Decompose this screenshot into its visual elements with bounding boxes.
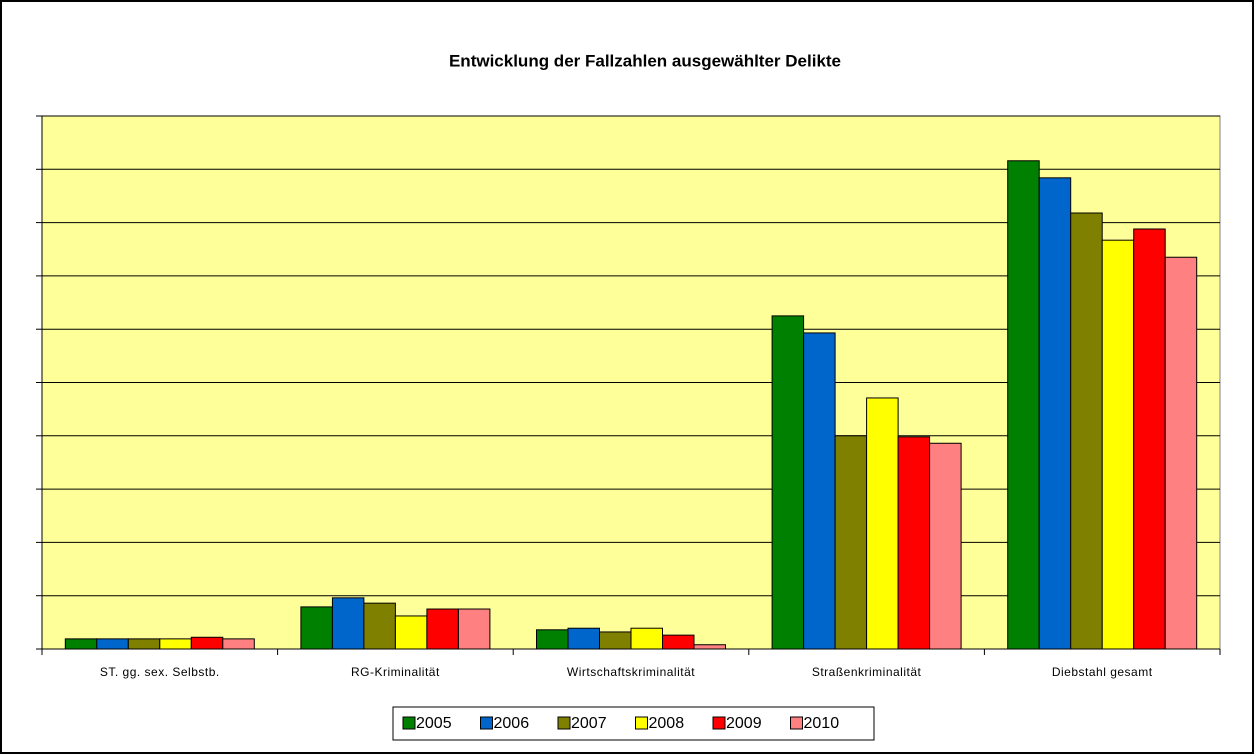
legend-swatch [712, 716, 726, 730]
bar [190, 636, 224, 650]
bar [1038, 177, 1072, 650]
legend-swatch [790, 716, 803, 730]
bar [630, 627, 663, 650]
bar [897, 436, 931, 650]
bar [300, 606, 333, 650]
bar [599, 631, 632, 650]
bar [394, 615, 428, 650]
bar [1070, 212, 1103, 650]
bar [457, 608, 491, 650]
x-tick-label: Wirtschaftskriminalität [567, 665, 695, 679]
bar [159, 638, 192, 650]
bar [1007, 160, 1040, 650]
bar [866, 397, 899, 650]
bar [426, 608, 459, 650]
bar [536, 629, 569, 650]
legend-swatch [480, 716, 493, 730]
bar [803, 332, 836, 650]
legend-label: 2008 [649, 715, 685, 732]
bar [64, 638, 98, 650]
legend-label: 2010 [804, 715, 840, 732]
bar [1101, 239, 1135, 650]
legend-label: 2006 [494, 715, 530, 732]
bar [127, 638, 161, 650]
bar [834, 435, 868, 650]
bar [363, 602, 396, 650]
bar [567, 627, 600, 650]
legend-label: 2005 [416, 715, 452, 732]
chart-title: Entwicklung der Fallzahlen ausgewählter … [449, 51, 841, 70]
bar [771, 315, 805, 650]
x-tick-label: Diebstahl gesamt [1052, 665, 1153, 679]
bar [1133, 228, 1166, 650]
x-tick-label: Straßenkriminalität [812, 665, 922, 679]
bar [929, 442, 962, 650]
legend-swatch [557, 716, 571, 730]
bar [331, 597, 365, 650]
x-tick-label: RG-Kriminalität [351, 665, 440, 679]
bar [222, 638, 255, 650]
bar [662, 634, 695, 650]
bar [1164, 256, 1198, 650]
bar [693, 644, 726, 650]
legend-label: 2007 [571, 715, 607, 732]
legend-swatch [402, 716, 416, 730]
legend-label: 2009 [726, 715, 762, 732]
bar [96, 638, 129, 650]
legend-swatch [635, 716, 648, 730]
x-tick-label: ST. gg. sex. Selbstb. [100, 665, 220, 679]
